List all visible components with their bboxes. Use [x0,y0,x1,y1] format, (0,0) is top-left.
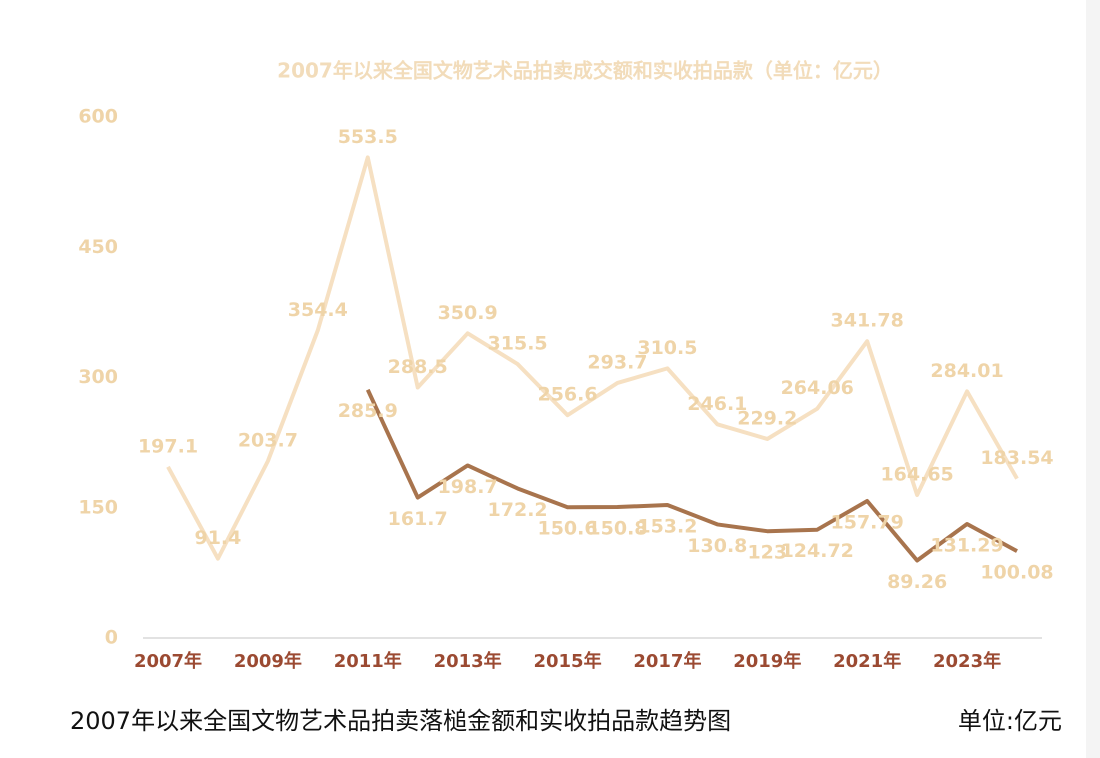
data-label: 256.6 [537,384,597,406]
data-label: 157.79 [831,511,904,533]
data-label: 131.29 [930,534,1003,556]
series-line [166,155,1019,561]
x-tick-label: 2019年 [733,650,801,672]
x-tick-label: 2023年 [933,650,1001,672]
series-line [365,388,1018,563]
data-label: 183.54 [980,447,1053,469]
y-tick-label: 450 [78,236,118,258]
data-label: 354.4 [288,299,348,321]
data-label: 150.6 [537,518,597,540]
data-label: 246.1 [687,393,747,415]
x-tick-label: 2011年 [334,650,402,672]
data-label: 553.5 [338,126,398,148]
data-label: 203.7 [238,430,298,452]
data-label: 264.06 [781,377,854,399]
data-label: 164.65 [880,464,953,486]
data-label: 350.9 [438,302,498,324]
side-strip [1086,0,1100,758]
data-label: 310.5 [637,337,697,359]
caption: 2007年以来全国文物艺术品拍卖落槌金额和实收拍品款趋势图 [70,707,731,735]
data-label: 288.5 [388,356,448,378]
data-label: 197.1 [138,435,198,457]
unit-note: 单位:亿元 [958,707,1062,735]
data-label: 130.8 [687,535,747,557]
data-label: 229.2 [737,407,797,429]
data-label: 150.8 [587,518,647,540]
data-label: 284.01 [930,360,1003,382]
data-label: 315.5 [488,333,548,355]
data-label: 153.2 [637,515,697,537]
data-label: 123 [747,542,787,564]
data-label: 341.78 [831,310,904,332]
data-label: 124.72 [781,540,854,562]
y-tick-label: 0 [105,627,118,649]
x-tick-label: 2015年 [533,650,601,672]
data-label: 91.4 [194,527,241,549]
x-tick-label: 2013年 [434,650,502,672]
x-tick-label: 2017年 [633,650,701,672]
x-tick-label: 2021年 [833,650,901,672]
x-tick-label: 2007年 [134,650,202,672]
y-tick-label: 600 [78,106,118,128]
data-label: 285.9 [338,400,398,422]
data-label: 100.08 [980,562,1053,584]
data-label: 172.2 [488,499,548,521]
data-label: 293.7 [587,351,647,373]
data-label: 89.26 [887,571,947,593]
chart-title: 2007年以来全国文物艺术品拍卖成交额和实收拍品款（单位：亿元） [277,59,893,83]
data-label: 198.7 [438,476,498,498]
data-label: 161.7 [388,508,448,530]
y-tick-label: 300 [78,366,118,388]
x-tick-label: 2009年 [234,650,302,672]
y-tick-label: 150 [78,496,118,518]
